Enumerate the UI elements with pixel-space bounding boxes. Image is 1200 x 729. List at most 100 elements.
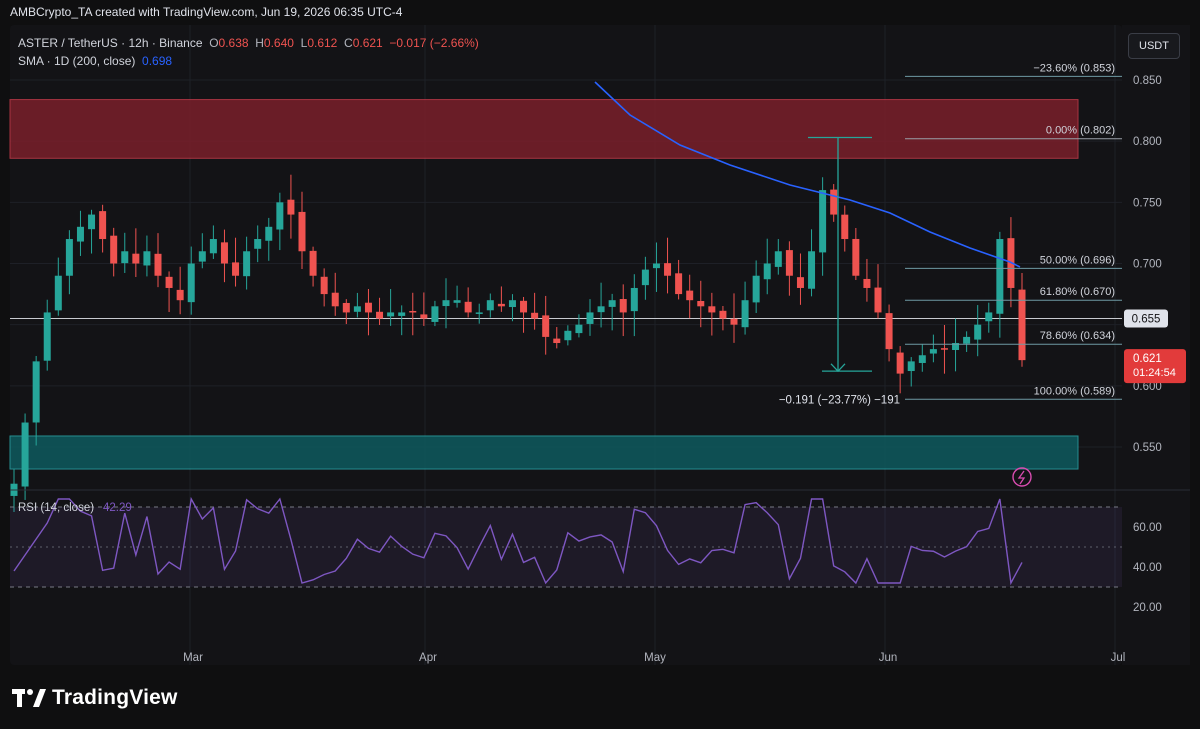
- candle-body: [1018, 289, 1026, 361]
- sma-legend[interactable]: SMA · 1D (200, close) 0.698: [18, 54, 172, 68]
- price-axis-tick: 0.550: [1133, 442, 1162, 454]
- candle-body: [586, 312, 594, 324]
- tradingview-wordmark: TradingView: [52, 686, 178, 709]
- candle-body: [863, 278, 871, 288]
- candle-body: [486, 300, 494, 311]
- rsi-legend-value: 42.29: [103, 502, 132, 514]
- candle-body: [65, 239, 73, 276]
- candle-body: [542, 315, 550, 337]
- candle-body: [641, 269, 649, 286]
- candle-body: [752, 275, 760, 303]
- measure-arrow-icon: [830, 363, 846, 373]
- price-axis-panel[interactable]: [1122, 25, 1190, 665]
- high-value: 0.640: [263, 36, 294, 50]
- candle-body: [165, 276, 173, 288]
- candle-body: [918, 355, 926, 363]
- candle-body: [564, 330, 572, 341]
- currency-selector[interactable]: USDT: [1128, 33, 1180, 59]
- candle-body: [298, 211, 306, 252]
- fib-level-label: 50.00% (0.696): [1040, 254, 1115, 266]
- candle-body: [442, 300, 450, 307]
- candle-body: [88, 214, 96, 230]
- candle-body: [331, 292, 339, 307]
- fib-level-label: 61.80% (0.670): [1040, 286, 1115, 298]
- candle-body: [575, 324, 583, 334]
- candle-body: [874, 287, 882, 313]
- candle-body: [398, 312, 406, 316]
- candle-body: [243, 251, 251, 277]
- candle-body: [453, 300, 461, 303]
- open-value: 0.638: [218, 36, 249, 50]
- candle-body: [309, 250, 317, 276]
- rsi-axis-tick: 60.00: [1133, 522, 1162, 534]
- sma-value: 0.698: [142, 54, 173, 68]
- price-axis-tick: 0.600: [1133, 381, 1162, 393]
- change-value: −0.017 (−2.66%): [389, 36, 479, 50]
- candle-body: [896, 352, 904, 374]
- candle-body: [785, 250, 793, 276]
- price-axis-tick: 0.850: [1133, 75, 1162, 87]
- candle-body: [287, 199, 295, 215]
- close-value: 0.621: [352, 36, 383, 50]
- candle-body: [619, 299, 627, 313]
- candle-body: [431, 306, 439, 322]
- candle-body: [265, 226, 273, 241]
- tradingview-logo-icon: [12, 687, 46, 709]
- candle-body: [531, 312, 539, 319]
- candle-body: [187, 263, 195, 303]
- last-price-tag: [1124, 349, 1186, 384]
- candle-body: [232, 262, 240, 276]
- rsi-axis-tick: 20.00: [1133, 602, 1162, 614]
- candle-body: [387, 312, 395, 317]
- candle-body: [497, 303, 505, 307]
- candle-body: [664, 263, 672, 276]
- measure-label: −0.191 (−23.77%) −191: [779, 394, 900, 406]
- candle-body: [985, 312, 993, 322]
- candle-body: [697, 300, 705, 307]
- candle-body: [198, 251, 206, 262]
- candle-body: [176, 289, 184, 301]
- time-axis-tick: Mar: [183, 652, 203, 664]
- candle-body: [597, 306, 605, 313]
- candle-body: [76, 226, 84, 242]
- candle-body: [708, 306, 716, 313]
- lightning-icon-bolt: [1017, 470, 1026, 485]
- candle-body: [508, 300, 516, 308]
- candle-body: [940, 348, 948, 350]
- candle-body: [553, 338, 561, 344]
- candle-body: [719, 310, 727, 319]
- candle-body: [143, 251, 151, 266]
- demand-zone: [9, 435, 1079, 470]
- candle-body: [774, 251, 782, 267]
- candle-body: [220, 242, 228, 264]
- rsi-band: [10, 507, 1122, 587]
- rsi-line: [13, 496, 1023, 586]
- candle-body: [110, 235, 118, 264]
- price-axis-tick: 0.700: [1133, 259, 1162, 271]
- sma-line: [594, 81, 1021, 268]
- fib-level-label: −23.60% (0.853): [1033, 62, 1115, 74]
- candle-body: [952, 343, 960, 350]
- candle-body: [475, 312, 483, 314]
- level-price-tag: [1124, 309, 1168, 328]
- candle-body: [885, 313, 893, 350]
- candle-body: [209, 239, 217, 254]
- fib-level-label: 0.00% (0.802): [1046, 125, 1115, 137]
- candle-body: [652, 263, 660, 269]
- candle-body: [121, 251, 129, 264]
- candle-body: [409, 310, 417, 313]
- candle-body: [364, 302, 372, 313]
- time-axis-tick: Jun: [879, 652, 898, 664]
- candle-body: [32, 361, 40, 423]
- chart-caption: AMBCrypto_TA created with TradingView.co…: [10, 5, 403, 19]
- low-value: 0.612: [307, 36, 338, 50]
- fib-level-label: 100.00% (0.589): [1034, 385, 1115, 397]
- sma-label: SMA · 1D (200, close): [18, 54, 136, 68]
- supply-zone: [9, 99, 1079, 159]
- candle-body: [630, 287, 638, 312]
- candle-body: [996, 239, 1004, 314]
- time-axis-tick: May: [644, 652, 666, 664]
- candle-body: [907, 361, 915, 372]
- candle-body: [376, 311, 384, 319]
